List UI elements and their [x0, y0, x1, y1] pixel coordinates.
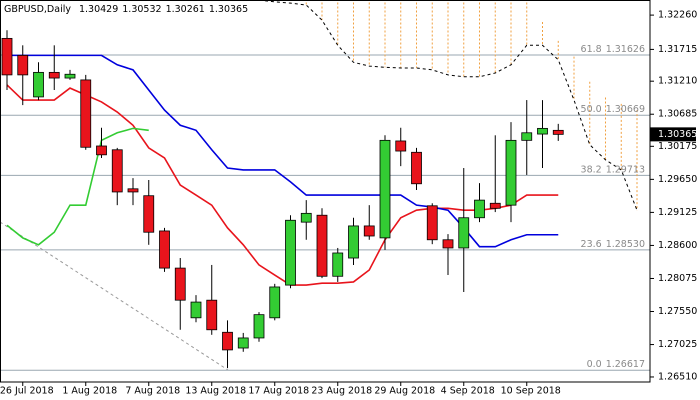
candle-body — [316, 214, 328, 277]
y-tick-label: 1.32260 — [658, 10, 697, 21]
y-tick-label: 1.29125 — [658, 207, 697, 218]
candle-body — [379, 139, 391, 239]
ohlc-low: 1.30261 — [166, 4, 205, 15]
candle-body — [348, 225, 359, 259]
candle-body — [111, 149, 123, 193]
indicator-line — [6, 127, 149, 246]
fib-label: 50.0 1.30669 — [581, 104, 645, 115]
candle-body — [505, 139, 517, 206]
fib-label: 38.2 1.29713 — [581, 164, 645, 175]
fib-price: 1.31626 — [606, 44, 645, 55]
candle-body — [285, 219, 296, 286]
fib-level: 23.6 — [581, 238, 602, 249]
candle-body — [395, 140, 407, 152]
candle-body — [489, 202, 501, 209]
x-tick-label: 4 Sep 2018 — [441, 386, 495, 397]
fib-label: 61.8 1.31626 — [581, 44, 645, 55]
symbol: GBPUSD,Daily — [4, 4, 71, 15]
candle-body — [458, 217, 470, 249]
ohlc-high: 1.30532 — [122, 4, 161, 15]
candle-body — [80, 79, 92, 148]
plot-border — [0, 0, 651, 383]
y-tick-label: 1.28075 — [658, 273, 697, 284]
chart-title: GBPUSD,Daily 1.30429 1.30532 1.30261 1.30365 — [4, 4, 248, 15]
y-tick-label: 1.30175 — [658, 141, 697, 152]
candle-body — [253, 314, 265, 339]
y-tick-label: 1.27025 — [658, 339, 697, 350]
indicator-line — [6, 84, 559, 286]
y-tick-label: 1.30685 — [658, 109, 697, 120]
x-tick-label: 23 Aug 2018 — [311, 386, 372, 397]
ohlc-open: 1.30429 — [79, 4, 118, 15]
candle-body — [237, 337, 249, 349]
x-tick-label: 29 Aug 2018 — [374, 386, 435, 397]
plot-area — [0, 0, 650, 371]
candle-body — [174, 267, 186, 301]
fib-price: 1.26617 — [606, 359, 645, 370]
fib-price: 1.30669 — [606, 104, 645, 115]
fib-level: 0.0 — [587, 359, 602, 370]
fib-label: 23.6 1.28530 — [581, 238, 645, 249]
candle-body — [521, 132, 533, 141]
fib-level: 38.2 — [581, 164, 602, 175]
x-tick-label: 13 Aug 2018 — [185, 386, 246, 397]
fib-price: 1.28530 — [606, 238, 645, 249]
candle-body — [127, 188, 139, 193]
candle-body — [64, 73, 76, 79]
candle-body — [363, 225, 375, 237]
y-tick-label: 1.31715 — [658, 44, 697, 55]
last-price-label: 1.30365 — [658, 129, 697, 140]
x-tick-label: 1 Aug 2018 — [62, 386, 117, 397]
ohlc-close: 1.30365 — [209, 4, 248, 15]
candle-body — [190, 301, 202, 319]
y-tick-label: 1.26510 — [658, 371, 697, 382]
last-price-box — [650, 127, 696, 142]
x-tick-label: 17 Aug 2018 — [248, 386, 309, 397]
candle-body — [269, 286, 281, 319]
candle-body — [48, 71, 60, 79]
fib-level: 61.8 — [581, 44, 602, 55]
candle-body — [206, 299, 218, 331]
candle-body — [96, 145, 107, 156]
y-tick-label: 1.29650 — [658, 174, 697, 185]
candle-body — [442, 239, 454, 249]
candle-body — [17, 54, 29, 76]
candle-body — [332, 252, 344, 277]
candle-body — [1, 37, 13, 76]
x-tick-label: 26 Jul 2018 — [0, 386, 54, 397]
x-tick-label: 7 Aug 2018 — [125, 386, 180, 397]
candle-body — [426, 205, 438, 241]
candle-body — [143, 195, 155, 233]
x-tick-label: 10 Sep 2018 — [501, 386, 561, 397]
y-tick-label: 1.31210 — [658, 76, 697, 87]
candle-body — [411, 151, 422, 185]
indicator-line — [258, 0, 638, 211]
candle-body — [474, 199, 485, 219]
candle-body — [33, 71, 44, 98]
candle-body — [552, 129, 564, 135]
fib-price: 1.29713 — [606, 164, 645, 175]
candle-body — [222, 331, 233, 351]
fib-level: 50.0 — [581, 104, 602, 115]
candle-body — [159, 230, 170, 269]
candle-body — [300, 212, 312, 223]
fib-label: 0.0 1.26617 — [587, 359, 645, 370]
y-tick-label: 1.28600 — [658, 240, 697, 251]
y-tick-label: 1.27550 — [658, 306, 697, 317]
candle-body — [537, 127, 548, 135]
